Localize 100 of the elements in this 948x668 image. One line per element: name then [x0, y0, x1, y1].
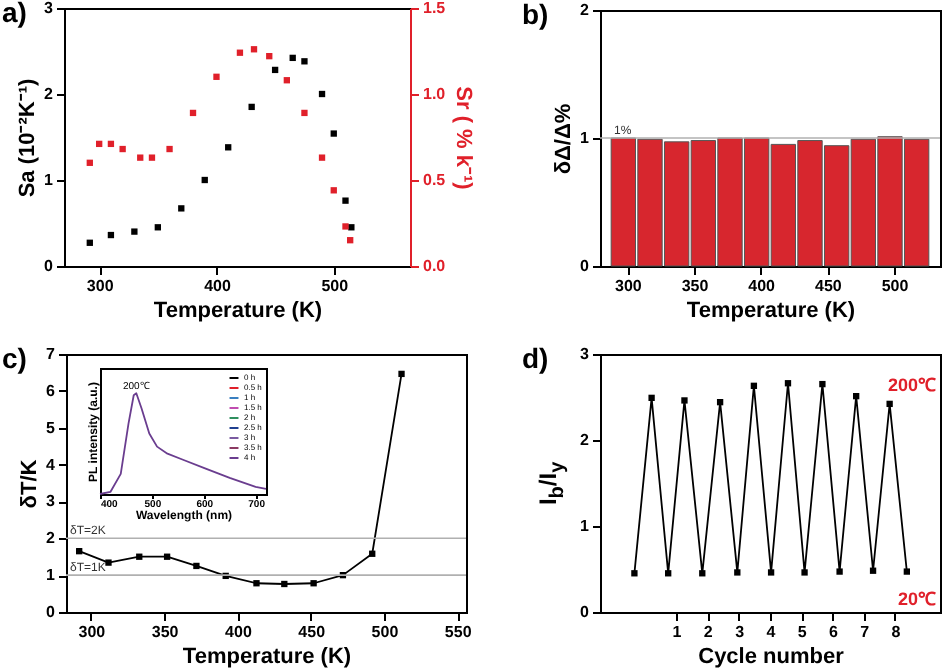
point	[398, 370, 405, 378]
point	[163, 553, 171, 560]
point	[853, 392, 860, 400]
point	[248, 103, 255, 111]
point	[281, 580, 288, 588]
point	[767, 569, 775, 576]
point	[681, 397, 688, 404]
chart-title: a)	[2, 0, 27, 28]
y-axis-title: Sa (10⁻²K⁻¹)	[16, 77, 41, 198]
y-tick-label: 2	[580, 1, 591, 19]
x-tick-label: 300	[86, 277, 115, 295]
x-tick-label: 2	[703, 623, 714, 641]
y-tick-label: 0	[46, 603, 57, 621]
point	[107, 140, 115, 148]
x-tick-label: 500	[321, 277, 350, 295]
point	[96, 140, 103, 148]
point	[250, 46, 258, 53]
point	[225, 144, 232, 151]
point	[369, 550, 376, 557]
chart-title: d)	[522, 342, 549, 374]
point	[310, 580, 317, 587]
y-tick-label: 4	[46, 455, 57, 474]
x-tick-label: 350	[681, 277, 710, 295]
point	[801, 569, 808, 576]
point	[903, 568, 911, 575]
point	[253, 580, 260, 587]
point	[665, 570, 672, 577]
chart-title: b)	[522, 0, 549, 30]
x-tick-label: 500	[881, 277, 910, 295]
x-tick-label: 6	[828, 623, 839, 641]
x-tick-label: 3	[735, 623, 746, 641]
point	[318, 90, 326, 98]
point	[301, 109, 308, 117]
point	[342, 223, 349, 230]
point	[886, 400, 893, 408]
x-tick-label: 400	[204, 277, 232, 295]
x-tick-label: 7	[860, 623, 871, 641]
y-tick-label: 0	[580, 257, 591, 275]
point	[631, 570, 638, 577]
point	[301, 58, 308, 65]
y-axis-title: δT/K	[18, 459, 43, 509]
point	[836, 568, 843, 575]
y-axis-title: δΔ/Δ%	[552, 103, 577, 175]
point	[166, 145, 173, 153]
point	[178, 205, 185, 212]
point	[148, 154, 156, 161]
point	[716, 399, 724, 406]
y-tick-label: 3	[580, 345, 591, 363]
point	[76, 548, 83, 555]
x-tick-label: 500	[371, 623, 400, 641]
point	[154, 224, 161, 231]
point	[201, 176, 208, 184]
point	[105, 559, 112, 566]
y2-tick-label: 1.5	[423, 0, 447, 17]
point	[289, 54, 296, 62]
point	[699, 570, 706, 577]
x-axis-title: Temperature (K)	[182, 645, 352, 668]
point	[271, 66, 279, 74]
x-tick-label: 1	[672, 623, 683, 641]
point	[347, 237, 354, 244]
point	[348, 224, 355, 231]
y2-tick-label: 0.5	[423, 171, 447, 189]
y-tick-label: 5	[46, 418, 57, 437]
x-tick-label: 400	[225, 623, 253, 641]
point	[869, 567, 877, 574]
point	[193, 562, 200, 570]
chart-title: c)	[2, 342, 27, 374]
x-tick-label: 8	[891, 623, 902, 641]
point	[266, 53, 273, 60]
y-tick-label: 3	[44, 0, 55, 17]
point	[107, 231, 115, 239]
y-tick-label: 2	[580, 431, 591, 449]
point	[734, 569, 741, 576]
point	[330, 130, 337, 137]
point	[119, 145, 126, 153]
y-tick-label: 6	[46, 381, 57, 400]
y2-tick-label: 1.0	[423, 85, 447, 103]
point	[784, 380, 792, 387]
x-tick-label: 300	[78, 623, 107, 641]
x-tick-label: 300	[614, 277, 643, 295]
y-tick-label: 1	[580, 129, 591, 147]
x-tick-label: 400	[748, 277, 777, 295]
point	[750, 382, 758, 389]
y-tick-label: 1	[580, 517, 591, 535]
point	[648, 394, 655, 402]
x-tick-label: 5	[797, 623, 808, 641]
y-tick-label: 1	[44, 171, 55, 189]
point	[213, 73, 220, 80]
point	[86, 239, 93, 246]
y2-tick-label: 0.0	[423, 257, 447, 275]
x-axis-title: Cycle number	[698, 645, 846, 668]
x-tick-label: 450	[814, 277, 843, 295]
y-tick-label: 1	[46, 566, 57, 585]
point	[318, 154, 326, 161]
annotation: 20℃	[897, 589, 936, 610]
point	[86, 159, 93, 166]
point	[131, 228, 138, 235]
x-tick-label: 350	[151, 623, 180, 641]
point	[236, 49, 244, 56]
x-tick-label: 550	[444, 623, 473, 641]
